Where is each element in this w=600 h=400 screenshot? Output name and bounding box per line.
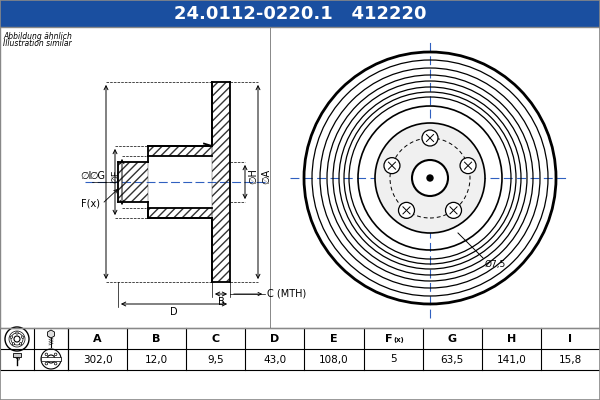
Text: 5: 5 <box>390 354 397 364</box>
Text: 108,0: 108,0 <box>319 354 349 364</box>
Circle shape <box>375 123 485 233</box>
Polygon shape <box>118 162 148 202</box>
Circle shape <box>16 332 18 334</box>
Text: Ø7,5: Ø7,5 <box>485 260 506 269</box>
Text: D: D <box>170 307 178 317</box>
Text: D: D <box>270 334 280 344</box>
Bar <box>0 0 600 27</box>
Text: I: I <box>568 334 572 344</box>
Text: B: B <box>218 297 224 307</box>
Circle shape <box>412 160 448 196</box>
Text: ∅G: ∅G <box>89 171 105 181</box>
Text: F(x): F(x) <box>81 199 100 209</box>
Polygon shape <box>47 330 55 338</box>
Text: F: F <box>385 334 392 344</box>
Circle shape <box>302 50 558 306</box>
Circle shape <box>422 130 438 146</box>
Text: B: B <box>152 334 161 344</box>
Text: C: C <box>212 334 220 344</box>
Text: G: G <box>448 334 457 344</box>
Text: (x): (x) <box>393 337 404 343</box>
Polygon shape <box>148 208 212 218</box>
Text: ∅I: ∅I <box>80 171 92 181</box>
Text: H: H <box>507 334 516 344</box>
Text: Illustration similar: Illustration similar <box>3 39 71 48</box>
Circle shape <box>45 362 48 365</box>
Text: ∅E: ∅E <box>111 169 120 183</box>
Circle shape <box>384 158 400 174</box>
Circle shape <box>54 362 57 365</box>
Text: 141,0: 141,0 <box>496 354 526 364</box>
Bar <box>41 357 61 361</box>
Circle shape <box>12 343 14 345</box>
Text: 12,0: 12,0 <box>145 354 168 364</box>
Text: C (MTH): C (MTH) <box>267 289 306 299</box>
Circle shape <box>10 336 13 338</box>
Text: Abbildung ähnlich: Abbildung ähnlich <box>3 32 72 41</box>
Text: 24.0112-0220.1   412220: 24.0112-0220.1 412220 <box>174 5 426 23</box>
Circle shape <box>45 353 48 356</box>
Text: E: E <box>330 334 338 344</box>
Text: 302,0: 302,0 <box>83 354 112 364</box>
Polygon shape <box>148 146 212 156</box>
Bar <box>0 328 600 370</box>
Text: ∅H: ∅H <box>248 168 258 184</box>
Text: A: A <box>93 334 102 344</box>
Text: 15,8: 15,8 <box>559 354 582 364</box>
Circle shape <box>460 158 476 174</box>
Bar <box>0 27 600 328</box>
Text: ∅A: ∅A <box>261 168 271 184</box>
Polygon shape <box>212 82 230 282</box>
Circle shape <box>398 202 415 218</box>
Circle shape <box>22 336 24 338</box>
Circle shape <box>19 343 22 345</box>
Circle shape <box>54 353 57 356</box>
Text: 63,5: 63,5 <box>440 354 464 364</box>
Text: 43,0: 43,0 <box>263 354 286 364</box>
FancyBboxPatch shape <box>13 353 21 357</box>
Circle shape <box>446 202 461 218</box>
Circle shape <box>427 175 433 181</box>
Text: 9,5: 9,5 <box>208 354 224 364</box>
